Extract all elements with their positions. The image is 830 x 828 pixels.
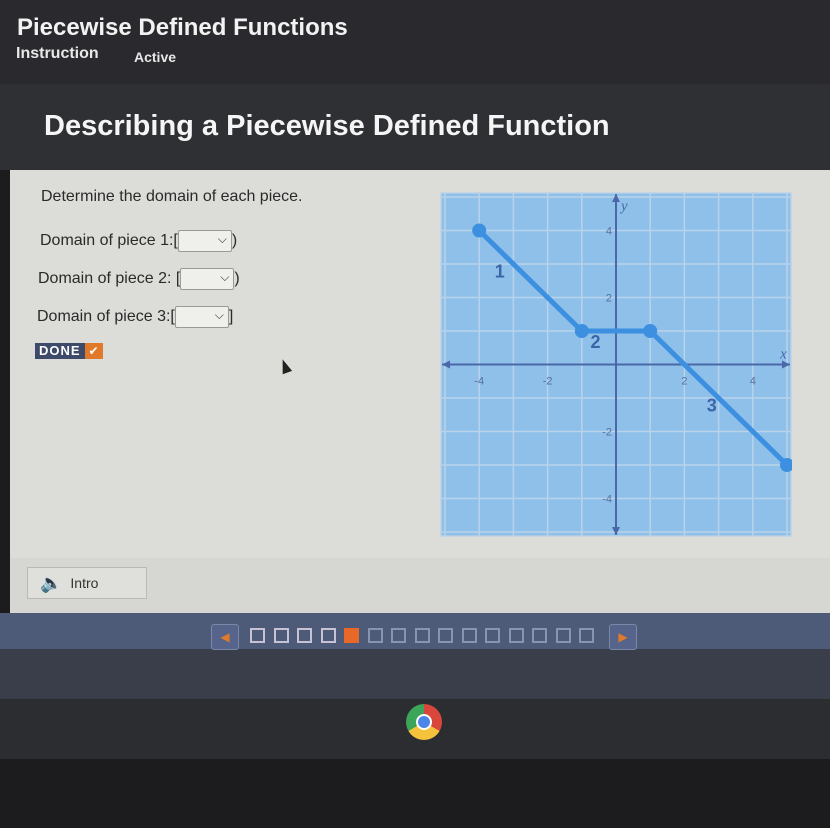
domain-select-1[interactable]: ⌵ [177,230,232,252]
piece-label: 2 [590,332,600,352]
top-bar [0,0,830,84]
progress-square-1[interactable] [250,628,265,643]
y-tick-label: 2 [606,293,612,305]
x-tick-label: -2 [543,376,553,388]
progress-square-12[interactable] [508,628,524,643]
progress-square-14[interactable] [555,628,571,643]
app-title: Piecewise Defined Functions [17,14,348,41]
x-tick-label: 2 [681,376,687,388]
progress-square-6[interactable] [367,628,383,643]
domain-row-2: Domain of piece 2: [ ⌵ ) [38,268,240,290]
piecewise-graph: x y -4 -2 2 4 4 2 -2 -4 1 2 3 [440,192,792,537]
progress-square-15[interactable] [579,628,594,643]
navigation-lower [0,649,830,699]
next-button[interactable]: ▶ [609,624,637,650]
domain-row-3: Domain of piece 3: [ ⌵ ] [37,306,233,328]
chevron-down-icon: ⌵ [217,232,227,246]
field-label: Domain of piece 2: [38,270,172,287]
progress-square-8[interactable] [414,628,430,643]
field-label: Domain of piece 3: [37,308,171,325]
progress-square-5[interactable] [344,628,359,643]
x-axis-label: x [779,347,787,363]
done-button[interactable]: DONE ✔ [35,343,103,359]
endpoint [472,223,487,238]
done-label: DONE [35,343,85,359]
y-tick-label: -4 [602,494,612,506]
x-tick-label: -4 [474,376,484,388]
speaker-icon: 🔈 [40,572,63,593]
endpoint [780,458,792,472]
y-axis-label: y [619,198,628,214]
chevron-down-icon: ⌵ [220,270,230,284]
progress-square-10[interactable] [461,628,477,643]
domain-select-2[interactable]: ⌵ [180,268,235,290]
intro-button[interactable]: 🔈 Intro [27,567,147,599]
close-bracket: ) [234,270,240,287]
progress-square-3[interactable] [297,628,312,643]
y-tick-label: -2 [602,427,612,439]
checkmark-icon: ✔ [84,343,103,359]
open-bracket: [ [175,270,181,287]
open-bracket: [ [170,308,175,325]
progress-square-4[interactable] [320,628,336,643]
domain-row-1: Domain of piece 1: [ ⌵ ) [40,230,237,252]
title-band [0,84,830,170]
close-bracket: ) [231,232,238,249]
piece-label: 1 [495,261,505,281]
piece-3-line [647,328,790,468]
piece-1-line [476,228,585,334]
intro-label: Intro [70,575,99,591]
progress-square-11[interactable] [485,628,500,643]
open-bracket: [ [173,232,178,249]
progress-square-2[interactable] [273,628,289,643]
domain-select-3[interactable]: ⌵ [174,306,229,328]
y-tick-label: 4 [606,226,612,238]
previous-button[interactable]: ◀ [211,624,239,650]
endpoint [643,324,658,338]
progress-square-7[interactable] [391,628,406,643]
progress-square-9[interactable] [438,628,453,643]
endpoint [574,324,589,338]
x-tick-label: 4 [750,376,756,388]
field-label: Domain of piece 1: [40,232,174,249]
tab-instruction[interactable]: Instruction [16,45,99,62]
chrome-icon[interactable] [406,704,442,740]
close-bracket: ] [228,308,234,325]
piece-label: 3 [707,395,717,415]
chevron-down-icon: ⌵ [214,308,224,322]
progress-square-13[interactable] [532,628,547,643]
page-title: Describing a Piecewise Defined Function [44,110,610,142]
tab-active[interactable]: Active [134,49,177,65]
prompt-text: Determine the domain of each piece. [41,188,303,205]
